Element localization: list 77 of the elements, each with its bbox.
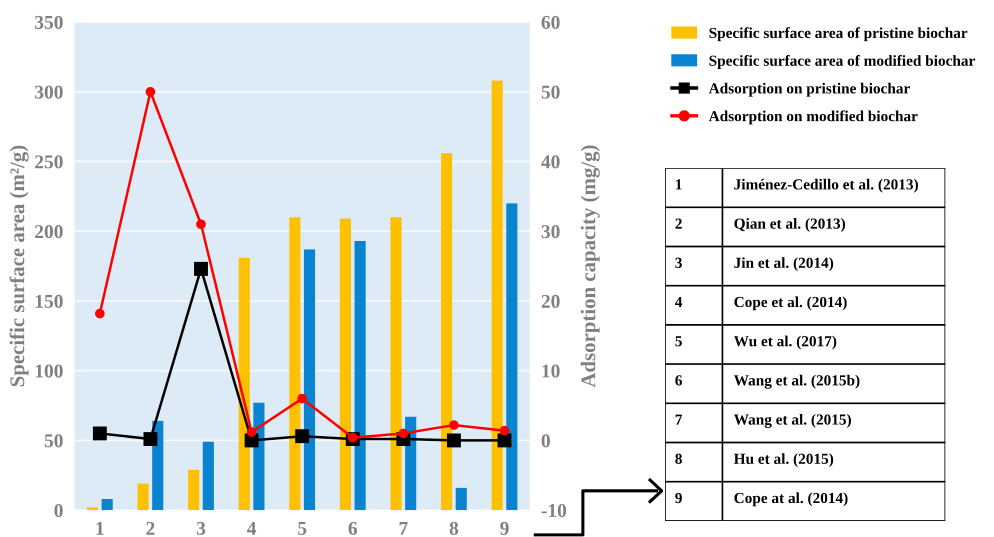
text: Wu et al. (2017) — [734, 336, 836, 350]
x-tick-label: 7 — [400, 522, 408, 535]
bar — [188, 470, 200, 510]
bar — [340, 218, 351, 510]
point — [194, 262, 208, 276]
y-tick-label: 0 — [54, 504, 63, 518]
legend-label: Specific surface area of pristine biochar — [709, 27, 968, 42]
y-tick-label: 100 — [36, 364, 63, 378]
bar — [492, 80, 503, 510]
y-tick-label: 150 — [36, 294, 63, 308]
text: 8 — [675, 454, 682, 464]
y-tick-label: 200 — [35, 225, 63, 238]
x-tick-label: 6 — [348, 522, 358, 535]
x-tick-label: 1 — [96, 522, 104, 535]
bar — [202, 442, 214, 510]
bar — [152, 420, 164, 510]
text: 1 — [676, 179, 682, 190]
y-axis-title: Specific surface area (m²/g) — [9, 146, 29, 386]
y-tick-label: 250 — [35, 155, 63, 168]
x-tick-label: 4 — [247, 522, 256, 535]
point — [246, 427, 256, 437]
text: 4 — [675, 296, 682, 307]
point — [295, 429, 310, 444]
point — [92, 426, 107, 440]
y2-tick-label: 10 — [542, 364, 560, 378]
text: 5 — [675, 336, 682, 346]
point — [196, 219, 206, 230]
y2-axis-title: Adsorption capacity (mg/g) — [580, 145, 600, 388]
bar — [390, 217, 402, 510]
text: Jiménez-Cedillo et al. (2013) — [734, 178, 918, 193]
y2-tick-label: 60 — [542, 16, 560, 29]
bar — [456, 488, 467, 510]
x-tick-label: 3 — [196, 522, 206, 535]
text: 7 — [676, 414, 682, 425]
text: Cope at al. (2014) — [734, 492, 848, 506]
y2-tick-label: 0 — [542, 434, 550, 448]
text: 2 — [675, 218, 682, 229]
x-tick-label: 8 — [450, 522, 458, 535]
bar — [289, 217, 300, 510]
text: Cope et al. (2014) — [734, 296, 847, 310]
text: Qian et al. (2013) — [734, 218, 846, 232]
point — [146, 86, 156, 97]
point — [498, 433, 512, 448]
y-tick-label: 50 — [44, 434, 63, 448]
legend-label: Specific surface area of modified biochar — [709, 54, 975, 69]
bar — [354, 240, 366, 510]
x-tick-label: 2 — [146, 522, 154, 535]
point — [143, 432, 158, 446]
point — [94, 308, 105, 318]
legend-label: Adsorption on modified biochar — [708, 110, 918, 124]
y-tick-label: 300 — [35, 86, 63, 99]
text: Jin et al. (2014) — [734, 257, 834, 272]
text: Hu et al. (2015) — [734, 453, 834, 468]
bar — [102, 498, 113, 510]
point — [446, 433, 461, 448]
bar — [304, 249, 316, 510]
text: 9 — [675, 492, 682, 504]
point — [398, 428, 408, 438]
text: 6 — [675, 375, 682, 386]
y2-tick-label: 40 — [541, 155, 560, 168]
legend-label: Adsorption on pristine biochar — [708, 82, 910, 97]
bar — [506, 203, 518, 510]
text: Wang et al. (2015) — [734, 414, 851, 428]
point — [449, 420, 459, 430]
text: Wang et al. (2015b) — [734, 374, 860, 389]
x-tick-label: 5 — [298, 522, 306, 535]
point — [500, 426, 510, 436]
y2-tick-label: 20 — [542, 294, 560, 308]
bar — [441, 153, 452, 510]
y-tick-label: 350 — [35, 16, 63, 29]
point — [297, 394, 308, 404]
text: 3 — [675, 258, 682, 268]
y2-tick-label: 30 — [542, 225, 560, 238]
x-tick-label: 9 — [500, 522, 509, 535]
bar — [138, 484, 149, 510]
y2-tick-label: -10 — [542, 504, 566, 518]
y2-tick-label: 50 — [542, 86, 560, 99]
